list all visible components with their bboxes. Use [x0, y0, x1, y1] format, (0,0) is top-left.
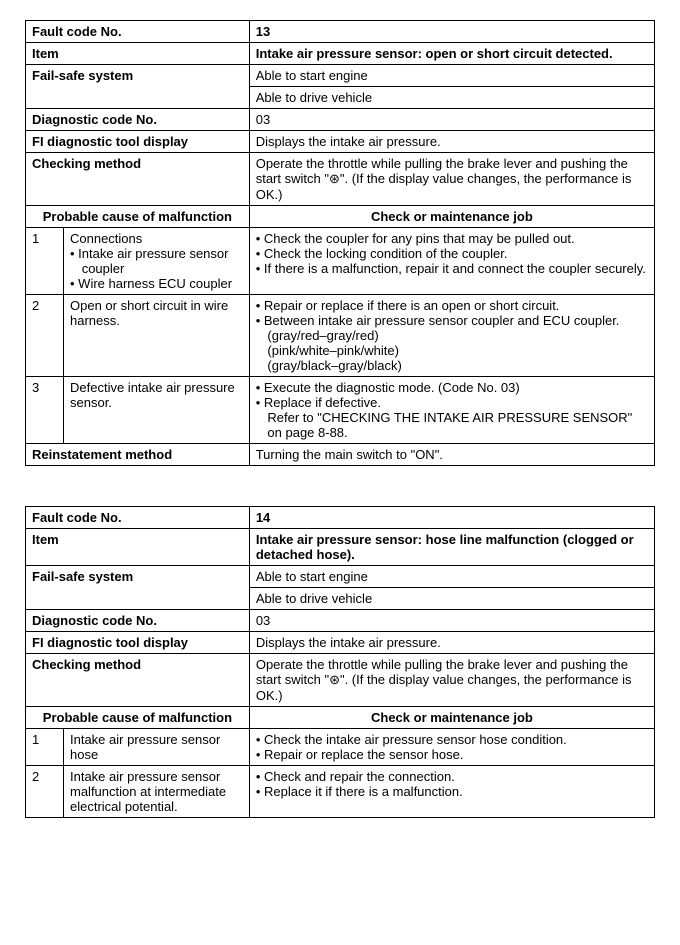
fidisplay-label: FI diagnostic tool display: [26, 131, 250, 153]
item-value: Intake air pressure sensor: open or shor…: [249, 43, 654, 65]
reinstate-label: Reinstatement method: [26, 444, 250, 466]
diagcode-value: 03: [249, 610, 654, 632]
fault-table-13: Fault code No. 13 Item Intake air pressu…: [25, 20, 655, 466]
checking-value: Operate the throttle while pulling the b…: [249, 153, 654, 206]
row-num: 1: [26, 228, 64, 295]
failsafe-v1: Able to start engine: [249, 65, 654, 87]
checking-label: Checking method: [26, 153, 250, 206]
fault-code-label: Fault code No.: [26, 21, 250, 43]
row-cause: Intake air pressure sensor hose: [64, 729, 250, 766]
row-job: Repair or replace if there is an open or…: [249, 295, 654, 377]
row-job: Check the intake air pressure sensor hos…: [249, 729, 654, 766]
failsafe-v2: Able to drive vehicle: [249, 588, 654, 610]
failsafe-label: Fail-safe system: [26, 65, 250, 109]
fidisplay-value: Displays the intake air pressure.: [249, 632, 654, 654]
table-row: 3 Defective intake air pressure sensor. …: [26, 377, 655, 444]
failsafe-v1: Able to start engine: [249, 566, 654, 588]
fault-table-14: Fault code No. 14 Item Intake air pressu…: [25, 506, 655, 818]
checking-label: Checking method: [26, 654, 250, 707]
table-row: 1 Intake air pressure sensor hose Check …: [26, 729, 655, 766]
row-cause: Open or short circuit in wire harness.: [64, 295, 250, 377]
row-num: 2: [26, 295, 64, 377]
row-job: Check the coupler for any pins that may …: [249, 228, 654, 295]
row-cause: Connections Intake air pressure sensor c…: [64, 228, 250, 295]
row-job: Execute the diagnostic mode. (Code No. 0…: [249, 377, 654, 444]
diagcode-label: Diagnostic code No.: [26, 610, 250, 632]
failsafe-label: Fail-safe system: [26, 566, 250, 610]
table-row: 2 Open or short circuit in wire harness.…: [26, 295, 655, 377]
row-num: 2: [26, 766, 64, 818]
item-label: Item: [26, 529, 250, 566]
item-label: Item: [26, 43, 250, 65]
checking-value: Operate the throttle while pulling the b…: [249, 654, 654, 707]
row-cause: Intake air pressure sensor malfunction a…: [64, 766, 250, 818]
row-job: Check and repair the connection. Replace…: [249, 766, 654, 818]
table-row: 1 Connections Intake air pressure sensor…: [26, 228, 655, 295]
job-header: Check or maintenance job: [249, 707, 654, 729]
fault-code-value: 14: [249, 507, 654, 529]
row-cause: Defective intake air pressure sensor.: [64, 377, 250, 444]
job-header: Check or maintenance job: [249, 206, 654, 228]
fidisplay-value: Displays the intake air pressure.: [249, 131, 654, 153]
fidisplay-label: FI diagnostic tool display: [26, 632, 250, 654]
row-num: 1: [26, 729, 64, 766]
diagcode-value: 03: [249, 109, 654, 131]
failsafe-v2: Able to drive vehicle: [249, 87, 654, 109]
item-value: Intake air pressure sensor: hose line ma…: [249, 529, 654, 566]
reinstate-value: Turning the main switch to "ON".: [249, 444, 654, 466]
fault-code-value: 13: [249, 21, 654, 43]
diagcode-label: Diagnostic code No.: [26, 109, 250, 131]
fault-code-label: Fault code No.: [26, 507, 250, 529]
cause-header: Probable cause of malfunction: [26, 206, 250, 228]
cause-header: Probable cause of malfunction: [26, 707, 250, 729]
row-num: 3: [26, 377, 64, 444]
table-row: 2 Intake air pressure sensor malfunction…: [26, 766, 655, 818]
